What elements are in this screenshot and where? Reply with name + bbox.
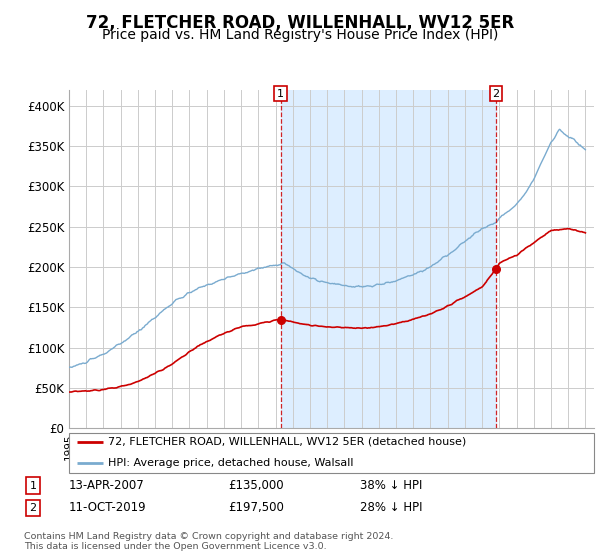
Text: 28% ↓ HPI: 28% ↓ HPI [360,501,422,515]
Text: £197,500: £197,500 [228,501,284,515]
Text: 72, FLETCHER ROAD, WILLENHALL, WV12 5ER: 72, FLETCHER ROAD, WILLENHALL, WV12 5ER [86,14,514,32]
Text: 38% ↓ HPI: 38% ↓ HPI [360,479,422,492]
Text: 11-OCT-2019: 11-OCT-2019 [69,501,146,515]
Text: £135,000: £135,000 [228,479,284,492]
Text: 1: 1 [29,480,37,491]
Text: 2: 2 [29,503,37,513]
Text: 72, FLETCHER ROAD, WILLENHALL, WV12 5ER (detached house): 72, FLETCHER ROAD, WILLENHALL, WV12 5ER … [109,437,467,447]
Text: Contains HM Land Registry data © Crown copyright and database right 2024.
This d: Contains HM Land Registry data © Crown c… [24,532,394,552]
Text: Price paid vs. HM Land Registry's House Price Index (HPI): Price paid vs. HM Land Registry's House … [102,28,498,42]
Text: 1: 1 [277,88,284,99]
Text: 2: 2 [493,88,499,99]
Bar [281,90,496,428]
Text: HPI: Average price, detached house, Walsall: HPI: Average price, detached house, Wals… [109,458,354,468]
Text: 13-APR-2007: 13-APR-2007 [69,479,145,492]
